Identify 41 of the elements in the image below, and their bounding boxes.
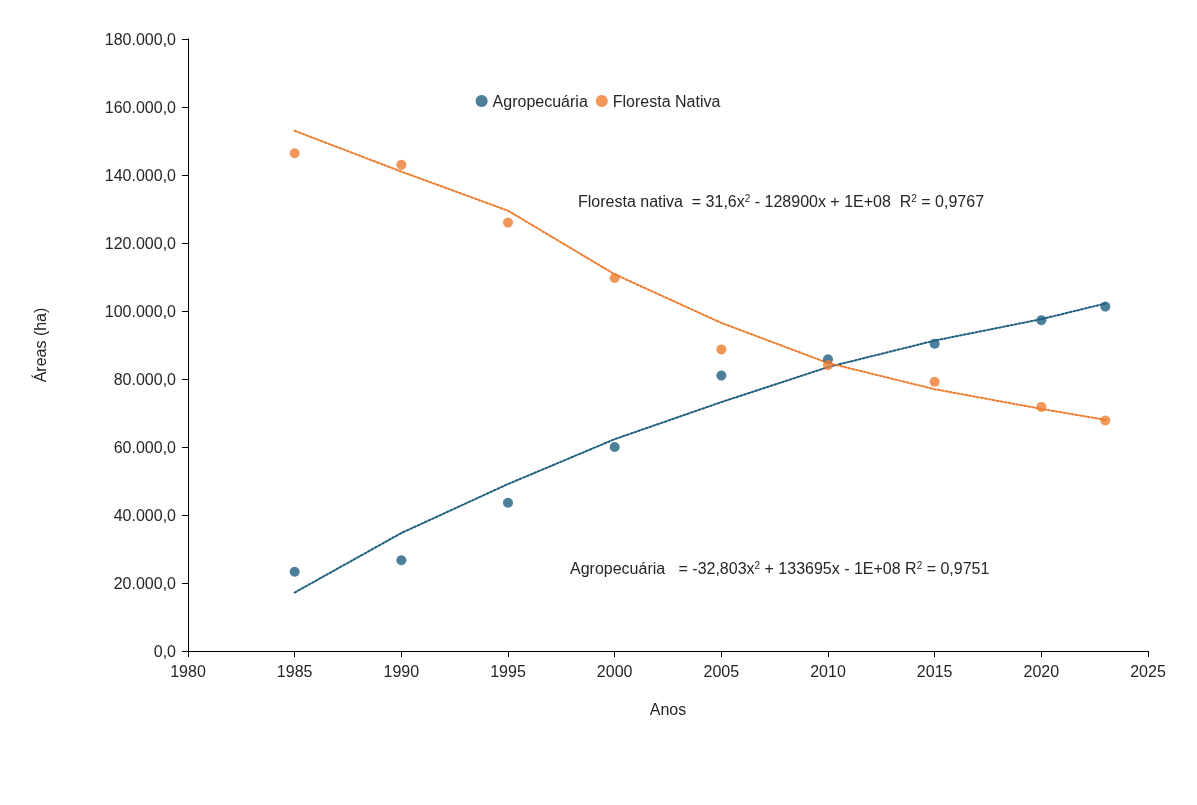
point — [396, 159, 407, 170]
x-tick-label: 2000 — [596, 662, 633, 680]
x-tick-label: 1980 — [170, 662, 206, 680]
x-axis-title: Anos — [649, 700, 687, 718]
point — [609, 273, 620, 284]
x-tick-label: 2010 — [810, 662, 846, 680]
point — [716, 344, 727, 355]
point — [1100, 301, 1111, 312]
y-tick-label: 80.000,0 — [113, 370, 177, 388]
y-tick-label: 120.000,0 — [104, 234, 177, 252]
point — [503, 217, 513, 228]
x-tick-label: 1995 — [490, 662, 526, 680]
x-tick-label: 1985 — [276, 662, 313, 680]
y-axis-title: Áreas (ha) — [30, 307, 49, 383]
y-tick-label: 60.000,0 — [113, 438, 177, 456]
x-tick-label: 2015 — [916, 662, 953, 680]
point — [396, 555, 407, 566]
x-tick-label: 2020 — [1023, 662, 1060, 680]
x-tick-label: 2005 — [703, 662, 740, 680]
point — [1100, 415, 1111, 426]
point — [929, 376, 940, 387]
x-tick-label: 1990 — [383, 662, 420, 680]
point — [929, 338, 940, 349]
y-tick-label: 40.000,0 — [113, 506, 177, 524]
point — [1036, 315, 1047, 326]
point — [716, 370, 727, 381]
y-tick-label: 20.000,0 — [113, 574, 177, 592]
y-tick-label: 160.000,0 — [104, 98, 177, 116]
y-tick-label: 140.000,0 — [104, 166, 177, 184]
point — [289, 566, 300, 577]
y-tick-label: 0,0 — [153, 642, 177, 660]
point — [1036, 401, 1047, 412]
point — [289, 148, 300, 159]
legend-label: Agropecuária — [492, 92, 588, 110]
point — [609, 442, 620, 452]
y-tick-label: 100.000,0 — [104, 302, 177, 320]
point — [823, 360, 833, 371]
point — [503, 497, 513, 508]
legend-label: Floresta Nativa — [612, 92, 721, 110]
x-tick-label: 2025 — [1130, 662, 1166, 680]
y-tick-label: 180.000,0 — [104, 30, 177, 48]
